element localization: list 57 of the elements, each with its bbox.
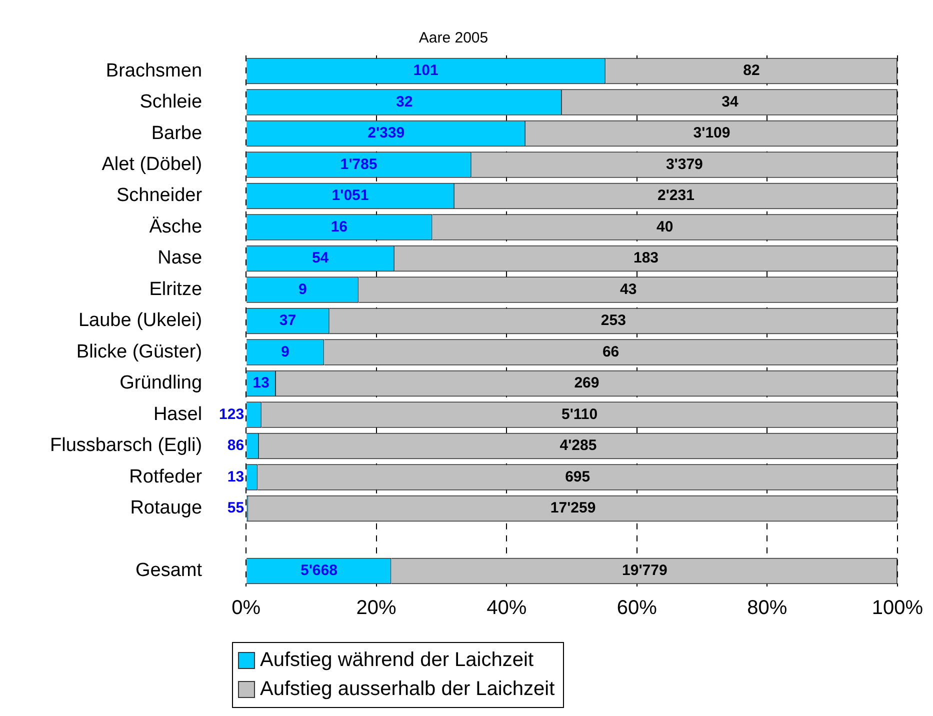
annotation: 101 bbox=[413, 62, 438, 80]
annotation: 253 bbox=[600, 312, 626, 330]
annotation: 269 bbox=[574, 374, 600, 392]
annotation: 34 bbox=[722, 93, 740, 110]
annotation: 9 bbox=[298, 280, 307, 298]
annotation: 54 bbox=[312, 250, 330, 267]
annotation: 82 bbox=[743, 62, 760, 80]
annotation: 16 bbox=[330, 218, 348, 236]
annotation: 40 bbox=[656, 218, 674, 236]
x-tick-label: 100% bbox=[872, 597, 924, 620]
annotation: 86 bbox=[227, 437, 244, 454]
annotation: 2'231 bbox=[657, 187, 694, 204]
annotation: 66 bbox=[602, 343, 620, 360]
annotation: 19'779 bbox=[622, 562, 668, 580]
annotation: 43 bbox=[620, 280, 637, 298]
y-tick-label: Brachsmen bbox=[106, 60, 202, 82]
annotation: 55 bbox=[227, 500, 244, 517]
y-tick-label: Schleie bbox=[140, 92, 202, 113]
y-tick-label: Laube (Ukelei) bbox=[78, 310, 202, 332]
annotation: 5'668 bbox=[300, 562, 338, 580]
x-tick-label: 40% bbox=[486, 597, 527, 620]
annotation: 123 bbox=[219, 406, 244, 423]
y-tick-label: Barbe bbox=[151, 122, 202, 144]
y-tick-label: Gründling bbox=[120, 372, 202, 394]
legend-label: Aufstieg während der Laichzeit bbox=[260, 648, 534, 673]
legend-label: Aufstieg ausserhalb der Laichzeit bbox=[260, 677, 555, 702]
y-tick-label: Elritze bbox=[149, 278, 202, 300]
annotation: 1'051 bbox=[332, 187, 369, 204]
annotation: 183 bbox=[633, 250, 659, 267]
x-tick-label: 80% bbox=[747, 597, 788, 620]
y-tick-label: Rotfeder bbox=[129, 466, 203, 488]
y-tick-label: Flussbarsch (Egli) bbox=[50, 435, 202, 456]
y-tick-label: Hasel bbox=[153, 404, 202, 425]
annotation: 3'379 bbox=[666, 156, 703, 173]
y-tick-label: Blicke (Güster) bbox=[76, 341, 202, 362]
annotation: 32 bbox=[396, 93, 413, 110]
y-tick-label: Rotauge bbox=[130, 498, 202, 519]
annotation: 13 bbox=[227, 468, 244, 486]
annotation: 1'785 bbox=[340, 156, 378, 173]
annotation: 4'285 bbox=[560, 437, 597, 454]
annotation: 2'339 bbox=[368, 124, 405, 142]
y-tick-label: Nase bbox=[158, 248, 202, 269]
x-tick-label: 20% bbox=[356, 597, 397, 620]
y-tick-label: Äsche bbox=[149, 216, 202, 238]
annotation: 37 bbox=[279, 312, 296, 330]
annotation: 13 bbox=[252, 374, 270, 392]
annotation: 5'110 bbox=[561, 406, 598, 423]
x-tick-label: 60% bbox=[616, 597, 658, 620]
chart-title: Aare 2005 bbox=[418, 30, 488, 47]
x-tick-label: 0% bbox=[232, 597, 261, 620]
y-tick-label: Gesamt bbox=[136, 560, 203, 582]
annotation: 3'109 bbox=[693, 124, 730, 142]
annotation: 9 bbox=[280, 343, 290, 360]
y-tick-label: Schneider bbox=[116, 185, 203, 206]
annotation: 695 bbox=[565, 468, 590, 486]
y-tick-label: Alet (Döbel) bbox=[102, 154, 202, 175]
annotation: 17'259 bbox=[550, 500, 596, 517]
